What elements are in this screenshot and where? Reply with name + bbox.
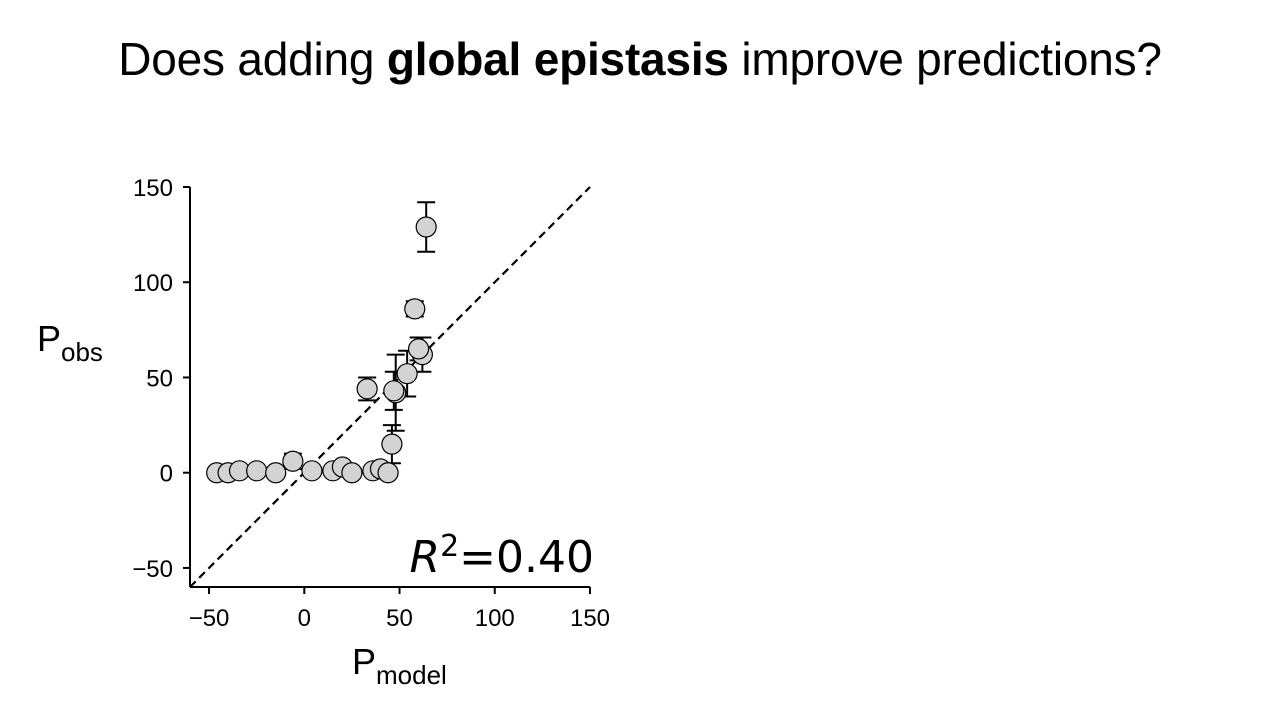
data-point — [383, 380, 405, 402]
title-part-regular-end: improve predictions? — [728, 33, 1162, 85]
y-tick-label: 150 — [133, 175, 173, 202]
x-tick-label: 150 — [570, 605, 610, 632]
data-point — [265, 462, 287, 484]
x-tick-label: 50 — [386, 605, 413, 632]
y-tick-label: 100 — [133, 270, 173, 297]
y-tick-label: 50 — [146, 365, 173, 392]
r-value: =0.40 — [459, 532, 594, 583]
r-symbol: R — [409, 532, 440, 583]
data-point — [301, 460, 323, 482]
data-point — [377, 462, 399, 484]
x-axis-label-sub: model — [376, 660, 447, 690]
data-point — [404, 298, 426, 320]
y-tick-label: −50 — [132, 556, 173, 583]
y-axis-label-main: P — [37, 318, 61, 359]
x-axis-label: Pmodel — [352, 641, 447, 690]
slide-title: Does adding global epistasis improve pre… — [0, 32, 1280, 87]
x-tick-label: 100 — [475, 605, 515, 632]
x-tick-label: −50 — [189, 605, 230, 632]
data-point — [415, 216, 437, 238]
x-axis-label-main: P — [352, 641, 376, 682]
axis-ticks: −50 0 50 100 150 −50 0 50 100 150 — [132, 175, 610, 632]
title-part-regular: Does adding — [118, 33, 387, 85]
data-point — [407, 338, 430, 360]
r-power: 2 — [440, 529, 459, 564]
y-axis-label-sub: obs — [61, 337, 103, 367]
data-point — [356, 378, 378, 400]
y-axis-label: Pobs — [37, 318, 103, 367]
r-squared-annotation: R2=0.40 — [409, 529, 594, 583]
x-tick-label: 0 — [298, 605, 311, 632]
data-point — [396, 363, 418, 385]
data-point — [246, 460, 268, 482]
data-point — [381, 433, 403, 455]
data-points — [206, 216, 437, 484]
data-point — [282, 450, 304, 472]
identity-line — [189, 186, 591, 588]
title-part-bold: global epistasis — [386, 33, 729, 85]
data-point — [341, 462, 363, 484]
y-tick-label: 0 — [160, 461, 173, 488]
error-bars — [207, 201, 436, 478]
